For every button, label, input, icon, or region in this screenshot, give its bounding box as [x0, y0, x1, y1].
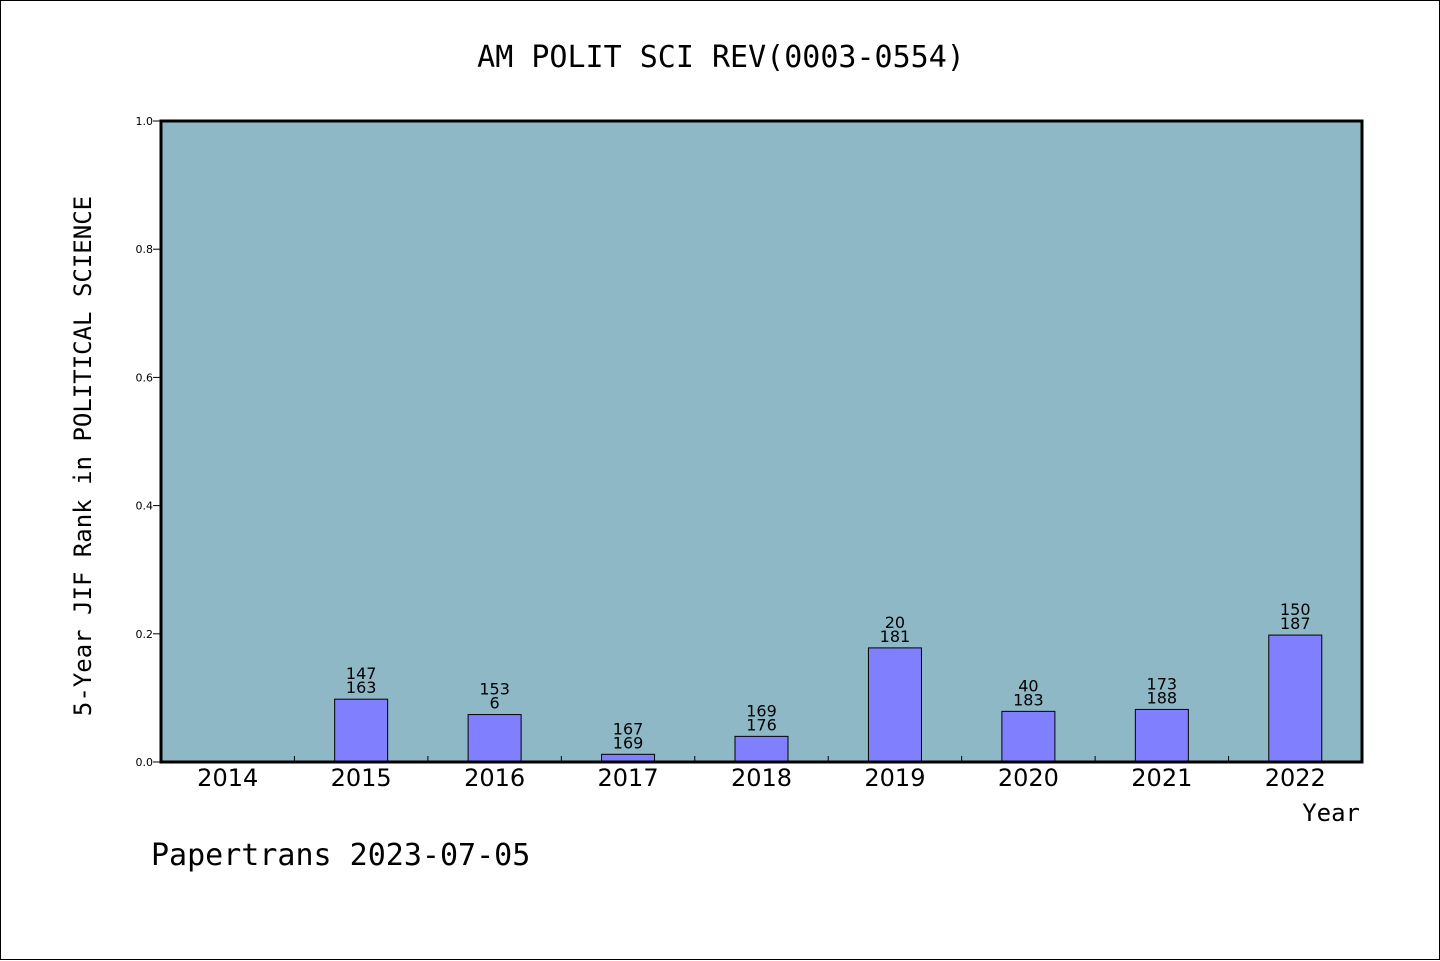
x-tick-label: 2022 — [1265, 764, 1326, 792]
x-tick-label: 2014 — [197, 764, 258, 792]
y-tick-label: 0.8 — [136, 243, 154, 256]
bar-label-bottom: 6 — [490, 694, 500, 713]
bar-2018 — [734, 735, 789, 763]
bar-label-top: 20 — [885, 613, 905, 632]
x-axis-label: Year — [1302, 799, 1360, 827]
bar-label-bottom: 163 — [346, 678, 377, 697]
bars — [334, 634, 1323, 763]
y-tick-label: 0.2 — [136, 628, 154, 641]
x-tick-label: 2015 — [331, 764, 392, 792]
plot-area — [161, 121, 1362, 762]
bar-label-top: 153 — [479, 680, 510, 699]
x-tick-label: 2018 — [731, 764, 792, 792]
chart-title: AM POLIT SCI REV(0003-0554) — [477, 40, 965, 75]
y-tick-label: 0.6 — [136, 371, 154, 384]
bar-label-top: 40 — [1018, 676, 1038, 695]
y-axis-ticks: 0.0 0.2 0.4 0.6 0.8 1.0 — [136, 115, 161, 769]
x-tick-label: 2021 — [1131, 764, 1192, 792]
bar-2015 — [334, 698, 389, 763]
bar-2021 — [1134, 708, 1189, 763]
x-axis-ticks: 2014 2015 2016 2017 2018 2019 2020 2021 2022 — [197, 756, 1326, 792]
x-tick-label: 2020 — [998, 764, 1059, 792]
x-tick-label: 2016 — [464, 764, 525, 792]
bar-2020 — [1001, 710, 1056, 763]
bar-label-top: 173 — [1147, 674, 1178, 693]
bar-label-bottom: 183 — [1013, 690, 1044, 709]
bar-label-top: 169 — [746, 701, 777, 720]
bar-label-bottom: 176 — [746, 715, 777, 734]
x-tick-label: 2019 — [864, 764, 925, 792]
bar-label-bottom: 169 — [613, 733, 644, 752]
y-tick-label: 0.4 — [136, 500, 154, 513]
bar-label-bottom: 187 — [1280, 614, 1311, 633]
bar-2019 — [867, 647, 922, 763]
y-tick-label: 0.0 — [136, 756, 154, 769]
footer-text: Papertrans 2023-07-05 — [151, 838, 530, 873]
bar-label-bottom: 188 — [1147, 688, 1178, 707]
bar-label-top: 150 — [1280, 600, 1311, 619]
x-tick-label: 2017 — [598, 764, 659, 792]
bar-label-top: 147 — [346, 664, 377, 683]
bar-2022 — [1268, 634, 1323, 763]
plot-border — [159, 119, 1364, 764]
bar-2016 — [467, 714, 522, 763]
y-axis-label: 5-Year JIF Rank in POLITICAL SCIENCE — [69, 196, 97, 716]
bar-label-top: 167 — [613, 719, 644, 738]
bar-label-bottom: 181 — [880, 627, 911, 646]
y-tick-label: 1.0 — [136, 115, 154, 128]
